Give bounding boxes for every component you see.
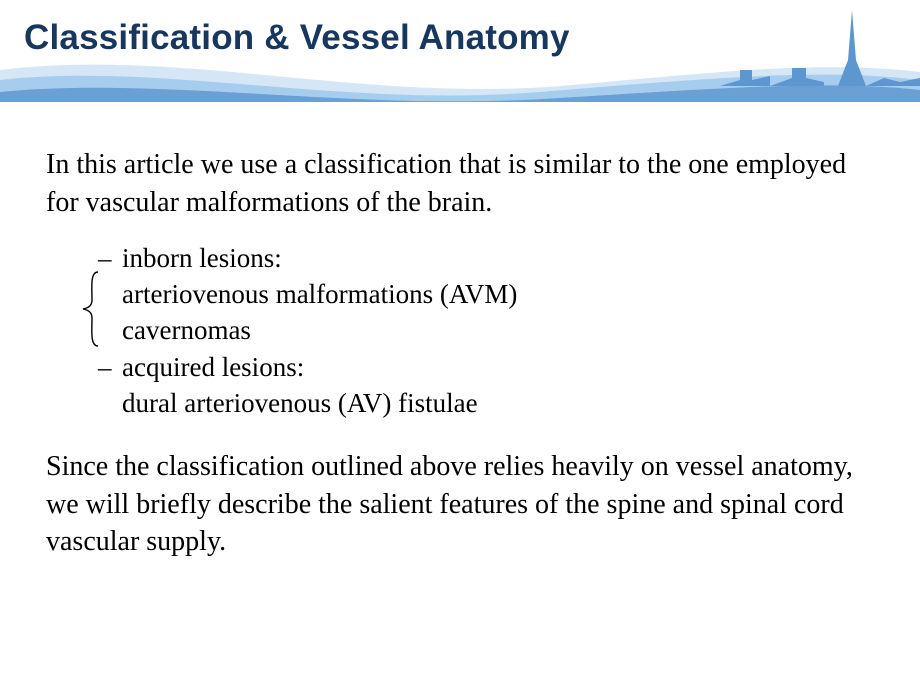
list-subitem-text: dural arteriovenous (AV) fistulae [122, 385, 478, 421]
closing-paragraph: Since the classification outlined above … [46, 448, 874, 561]
list-item-label: inborn lesions: [122, 240, 282, 276]
list-item-acquired: – acquired lesions: [98, 349, 874, 385]
slide-title: Classification & Vessel Anatomy [24, 18, 570, 58]
list-item-inborn: – inborn lesions: [98, 240, 874, 276]
slide-body: In this article we use a classification … [0, 102, 920, 561]
list-subitem-text: cavernomas [122, 312, 251, 348]
list-subitem-fistulae: dural arteriovenous (AV) fistulae [98, 385, 874, 421]
brace-icon [80, 270, 102, 348]
slide-header: Classification & Vessel Anatomy [0, 0, 920, 102]
list-subitem-avm: arteriovenous malformations (AVM) [98, 276, 874, 312]
list-item-label: acquired lesions: [122, 349, 304, 385]
classification-list: – inborn lesions: arteriovenous malforma… [46, 240, 874, 422]
intro-paragraph: In this article we use a classification … [46, 146, 874, 222]
dash-mark: – [98, 349, 122, 385]
list-subitem-text: arteriovenous malformations (AVM) [122, 276, 517, 312]
list-subitem-cavernomas: cavernomas [98, 312, 874, 348]
